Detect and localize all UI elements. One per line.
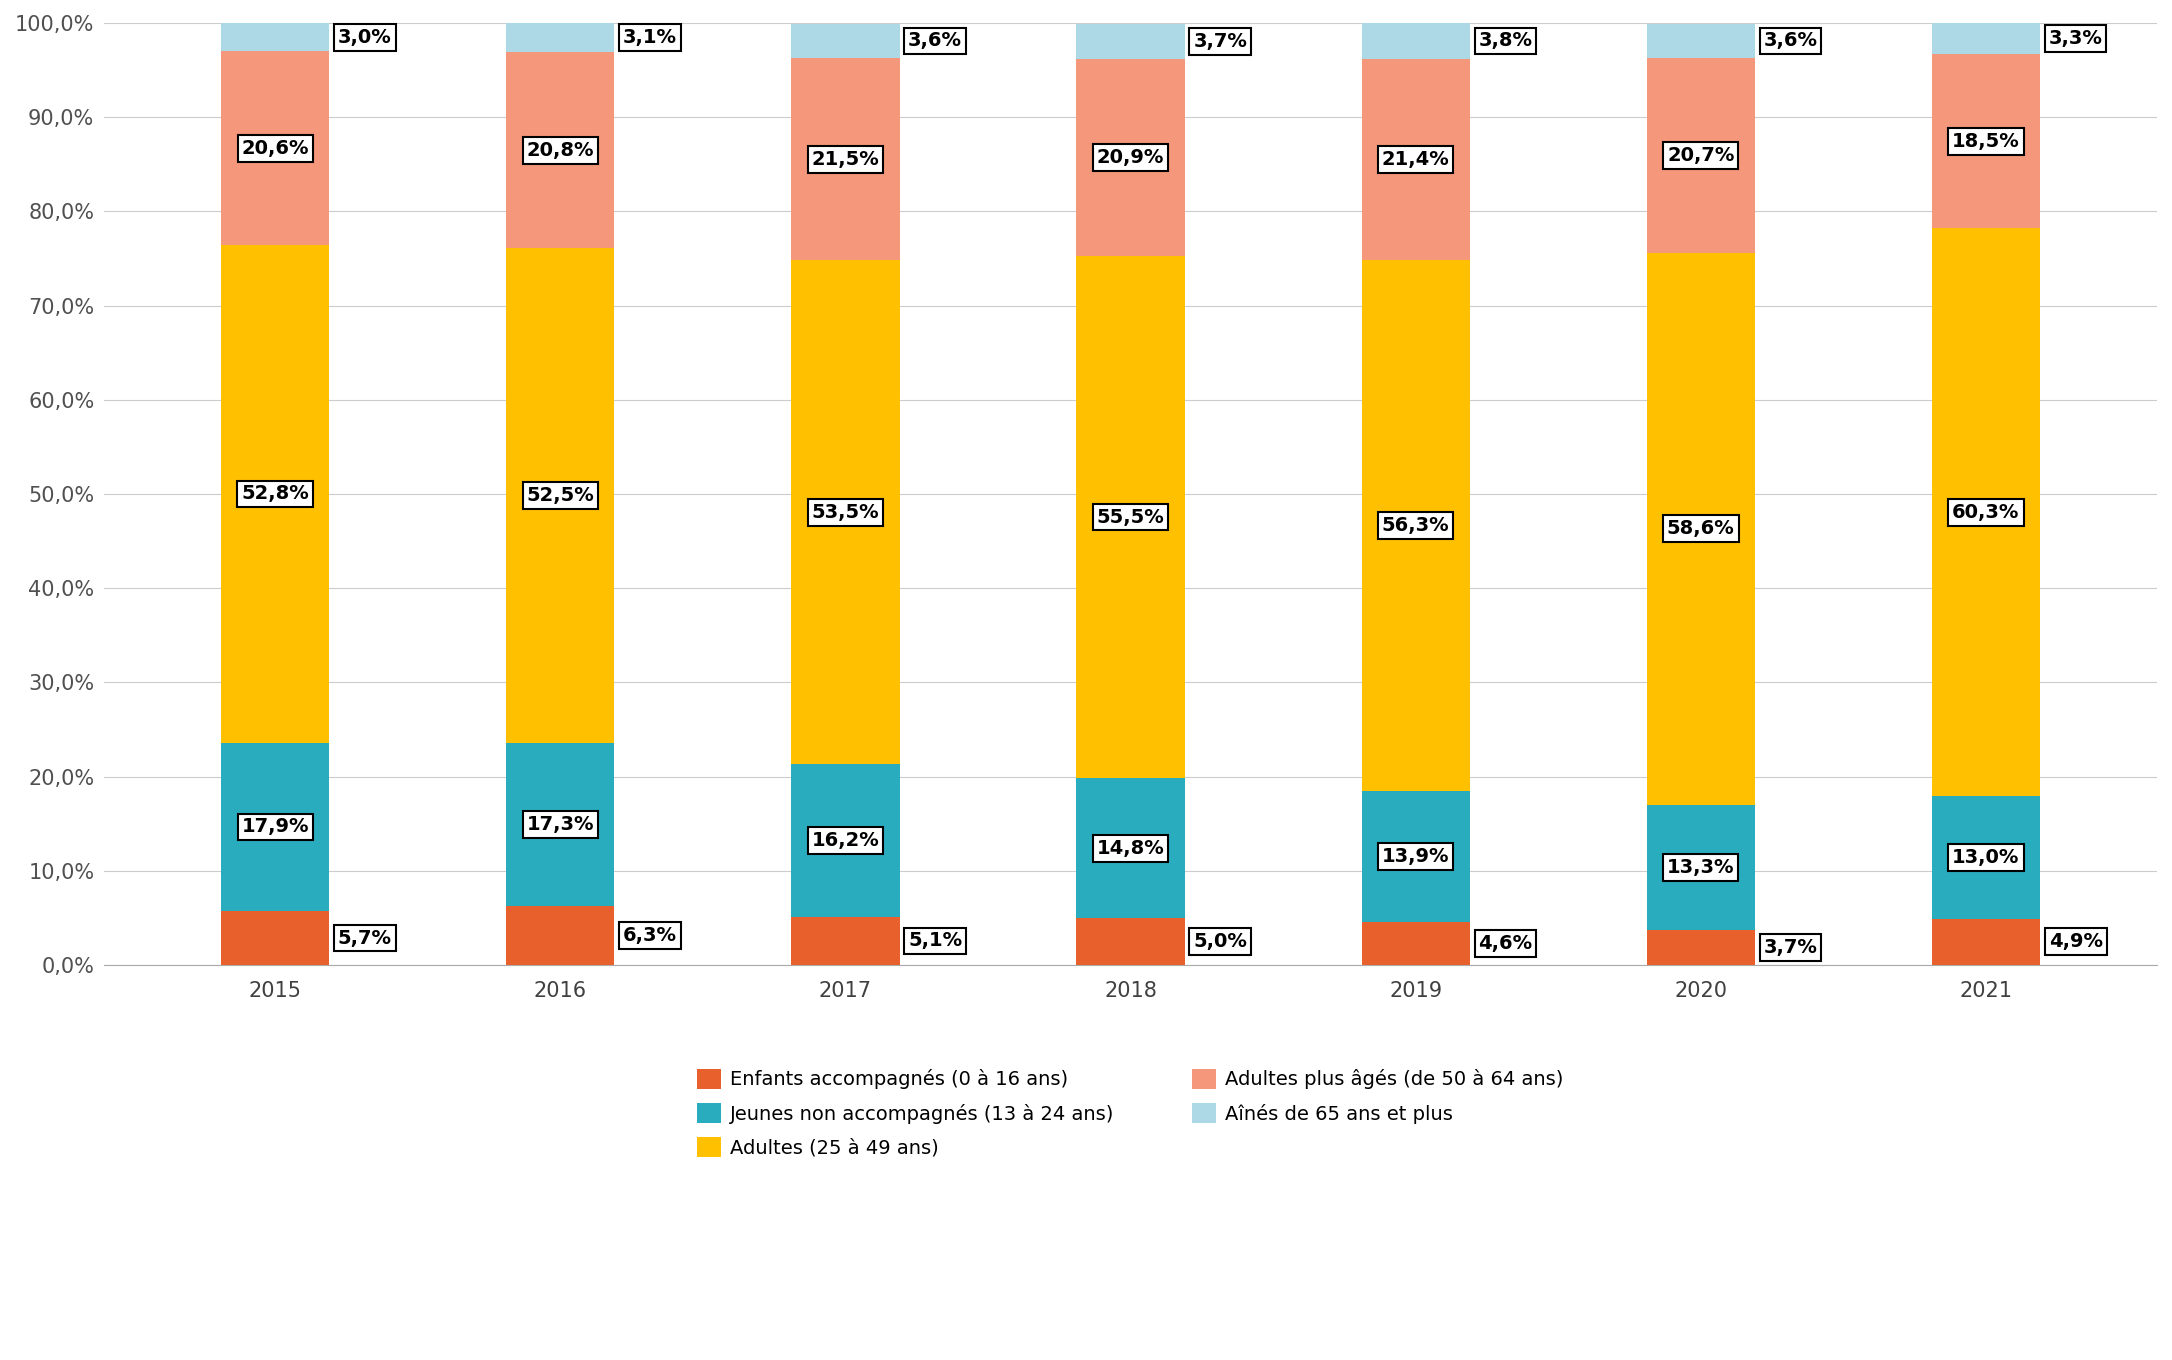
Text: 13,0%: 13,0%	[1953, 849, 2020, 868]
Text: 3,3%: 3,3%	[2048, 29, 2102, 48]
Text: 3,6%: 3,6%	[1764, 31, 1818, 50]
Legend: Enfants accompagnés (0 à 16 ans), Jeunes non accompagnés (13 à 24 ans), Adultes : Enfants accompagnés (0 à 16 ans), Jeunes…	[697, 1069, 1564, 1157]
Text: 20,8%: 20,8%	[526, 140, 595, 159]
Bar	[222, 52, 330, 245]
Bar	[222, 743, 330, 911]
Text: 17,3%: 17,3%	[526, 815, 595, 834]
Text: 53,5%: 53,5%	[812, 503, 880, 522]
Bar	[506, 248, 615, 743]
Bar	[1931, 797, 2040, 919]
Bar	[222, 245, 330, 743]
Bar	[506, 906, 615, 966]
Bar	[1362, 922, 1470, 966]
Text: 4,6%: 4,6%	[1479, 934, 1533, 953]
Bar	[1077, 918, 1184, 966]
Text: 3,7%: 3,7%	[1192, 31, 1247, 50]
Text: 3,1%: 3,1%	[623, 29, 678, 48]
Bar	[791, 917, 899, 966]
Text: 21,4%: 21,4%	[1381, 150, 1449, 169]
Bar	[791, 24, 899, 58]
Text: 4,9%: 4,9%	[2048, 933, 2102, 952]
Text: 18,5%: 18,5%	[1953, 132, 2020, 151]
Text: 20,7%: 20,7%	[1668, 146, 1735, 165]
Bar	[1362, 790, 1470, 922]
Text: 5,0%: 5,0%	[1192, 932, 1247, 951]
Text: 17,9%: 17,9%	[241, 817, 308, 836]
Bar	[1077, 256, 1184, 778]
Bar	[1931, 23, 2040, 54]
Bar	[1646, 253, 1755, 805]
Text: 3,0%: 3,0%	[339, 27, 391, 46]
Bar	[1362, 260, 1470, 790]
Text: 13,3%: 13,3%	[1668, 858, 1735, 877]
Text: 52,8%: 52,8%	[241, 484, 308, 503]
Text: 20,9%: 20,9%	[1097, 148, 1164, 167]
Text: 52,5%: 52,5%	[526, 486, 595, 505]
Text: 55,5%: 55,5%	[1097, 507, 1164, 526]
Bar	[506, 743, 615, 906]
Bar	[791, 764, 899, 917]
Text: 60,3%: 60,3%	[1953, 503, 2020, 522]
Bar	[506, 23, 615, 52]
Text: 3,7%: 3,7%	[1764, 938, 1818, 957]
Bar	[1931, 919, 2040, 966]
Text: 6,3%: 6,3%	[623, 926, 678, 945]
Text: 5,7%: 5,7%	[339, 929, 391, 948]
Text: 21,5%: 21,5%	[812, 150, 880, 169]
Bar	[1362, 58, 1470, 260]
Bar	[1077, 778, 1184, 918]
Bar	[791, 260, 899, 764]
Bar	[791, 58, 899, 260]
Bar	[1077, 24, 1184, 58]
Bar	[222, 23, 330, 52]
Text: 5,1%: 5,1%	[908, 932, 962, 951]
Text: 3,8%: 3,8%	[1479, 31, 1533, 50]
Bar	[1077, 58, 1184, 256]
Bar	[222, 911, 330, 966]
Text: 13,9%: 13,9%	[1381, 847, 1449, 866]
Bar	[1646, 930, 1755, 966]
Text: 16,2%: 16,2%	[812, 831, 880, 850]
Bar	[506, 52, 615, 248]
Text: 3,6%: 3,6%	[908, 31, 962, 50]
Bar	[1931, 54, 2040, 228]
Bar	[1362, 23, 1470, 58]
Bar	[1646, 58, 1755, 253]
Text: 56,3%: 56,3%	[1381, 515, 1449, 534]
Bar	[1646, 805, 1755, 930]
Bar	[1646, 24, 1755, 58]
Text: 58,6%: 58,6%	[1666, 520, 1735, 539]
Text: 14,8%: 14,8%	[1097, 839, 1164, 858]
Text: 20,6%: 20,6%	[241, 139, 308, 158]
Bar	[1931, 228, 2040, 797]
